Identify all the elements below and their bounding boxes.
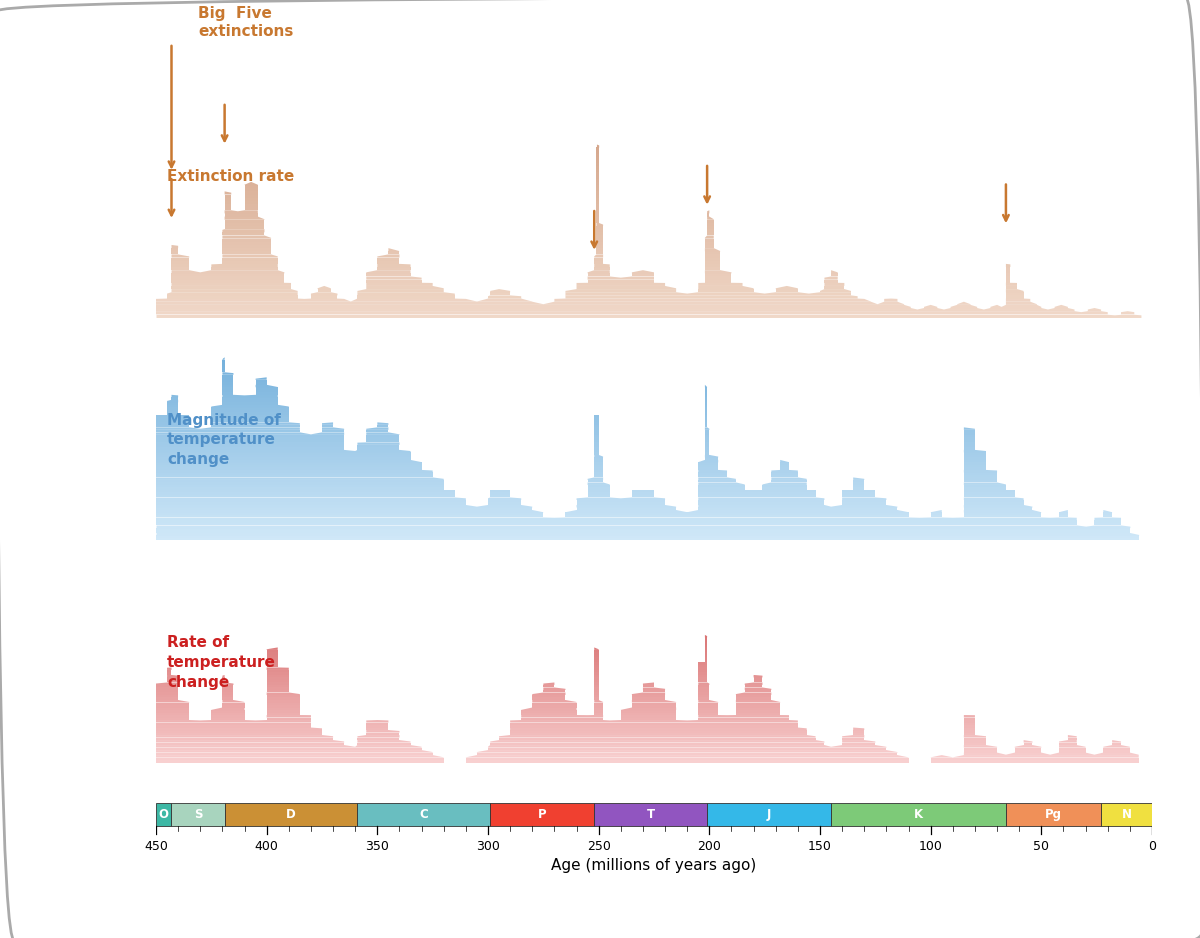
Text: Magnitude of
temperature
change: Magnitude of temperature change xyxy=(167,413,281,467)
Bar xyxy=(172,803,224,825)
Text: Extinction rate: Extinction rate xyxy=(167,169,294,184)
Text: 450: 450 xyxy=(144,840,168,853)
Bar xyxy=(832,803,1006,825)
Text: 350: 350 xyxy=(365,840,389,853)
Text: 50: 50 xyxy=(1033,840,1049,853)
Text: P: P xyxy=(538,808,546,821)
Text: Rate of
temperature
change: Rate of temperature change xyxy=(167,635,276,689)
Text: K: K xyxy=(914,808,923,821)
Text: 100: 100 xyxy=(919,840,943,853)
Text: Big  Five
extinctions: Big Five extinctions xyxy=(198,6,294,39)
Text: 250: 250 xyxy=(587,840,611,853)
Bar xyxy=(156,803,172,825)
Text: 150: 150 xyxy=(808,840,832,853)
Text: C: C xyxy=(420,808,428,821)
Bar xyxy=(358,803,491,825)
Text: D: D xyxy=(286,808,296,821)
Bar xyxy=(594,803,707,825)
Bar xyxy=(707,803,832,825)
Text: 200: 200 xyxy=(697,840,721,853)
Text: T: T xyxy=(647,808,655,821)
Text: 300: 300 xyxy=(476,840,500,853)
Text: J: J xyxy=(767,808,772,821)
Text: S: S xyxy=(194,808,203,821)
Text: Pg: Pg xyxy=(1045,808,1062,821)
Text: O: O xyxy=(158,808,169,821)
Bar xyxy=(224,803,358,825)
Bar xyxy=(1006,803,1102,825)
Text: Age (millions of years ago): Age (millions of years ago) xyxy=(551,858,757,873)
Bar xyxy=(491,803,594,825)
Text: 400: 400 xyxy=(254,840,278,853)
Text: 0: 0 xyxy=(1148,840,1156,853)
Text: N: N xyxy=(1122,808,1132,821)
Bar xyxy=(1102,803,1152,825)
